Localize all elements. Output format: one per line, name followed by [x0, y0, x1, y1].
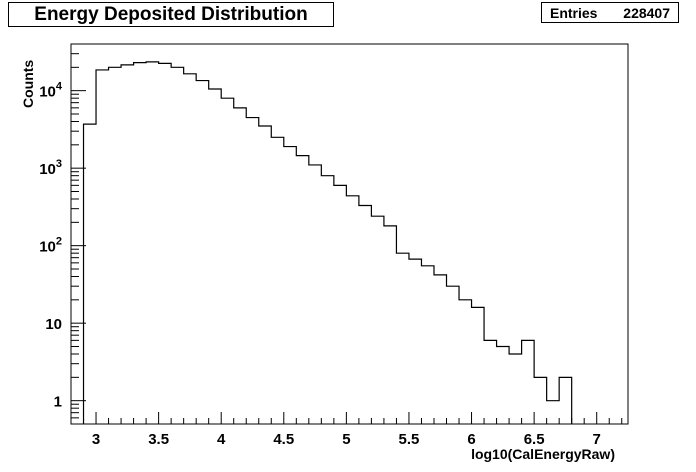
histogram-bin — [196, 81, 209, 424]
chart-title-text: Energy Deposited Distribution — [34, 3, 308, 25]
histogram-bin — [346, 196, 359, 424]
histogram-bin — [221, 98, 234, 424]
histogram-bin — [209, 89, 222, 424]
histogram-bin — [434, 275, 447, 424]
histogram-bin — [421, 266, 434, 424]
histogram-bin — [547, 401, 560, 424]
histogram-bin — [296, 156, 309, 424]
y-axis-label: Counts — [20, 59, 36, 108]
histogram-bin — [246, 118, 259, 424]
histogram-bin — [134, 63, 147, 424]
histogram-bin — [497, 346, 510, 424]
stats-value: 228407 — [623, 4, 670, 21]
histogram-bin — [159, 63, 172, 424]
stats-box: Entries 228407 — [541, 2, 679, 23]
x-tick-label: 4.5 — [273, 431, 294, 448]
histogram-bin — [534, 377, 547, 424]
x-tick-label: 7 — [593, 431, 601, 448]
histogram-bin — [121, 65, 134, 424]
y-tick-label: 103 — [39, 158, 62, 178]
histogram-bin — [84, 124, 97, 424]
histogram-bin — [234, 108, 247, 424]
histogram-bin — [359, 205, 372, 424]
histogram-bin — [284, 147, 297, 424]
histogram-bin — [309, 165, 322, 424]
histogram-bin — [409, 259, 422, 424]
stats-label: Entries — [550, 4, 598, 21]
histogram-bins — [82, 61, 573, 424]
x-axis-ticks: 3 3.5 4 4.5 5 5.5 6 6.5 7 — [70, 412, 623, 448]
y-tick-label: 1 — [54, 394, 62, 411]
histogram-bin — [459, 300, 472, 424]
x-tick-label: 4 — [217, 431, 226, 448]
y-tick-label: 104 — [39, 81, 63, 101]
chart-title: Energy Deposited Distribution — [8, 2, 334, 27]
histogram-bin — [396, 253, 409, 424]
histogram-bin — [109, 67, 122, 424]
y-tick-label: 102 — [39, 236, 62, 256]
histogram-bin — [384, 226, 397, 424]
histogram-bin — [509, 354, 522, 424]
y-axis-ticks: 1 10 102 103 104 — [39, 43, 86, 425]
x-tick-label: 3 — [92, 431, 100, 448]
histogram-bin — [484, 340, 497, 424]
x-axis-label: log10(CalEnergyRaw) — [471, 446, 615, 462]
histogram-bin — [371, 216, 384, 424]
histogram-bin — [146, 62, 159, 424]
plot-frame — [70, 43, 629, 425]
histogram-bin — [447, 286, 460, 424]
histogram-bin — [184, 74, 197, 424]
x-tick-label: 6 — [467, 431, 475, 448]
histogram-bin — [271, 137, 284, 424]
x-tick-label: 5.5 — [399, 431, 420, 448]
histogram-bin — [334, 185, 347, 424]
histogram-bin — [259, 126, 272, 424]
histogram-bin — [171, 67, 184, 424]
histogram-bin — [559, 377, 572, 424]
histogram-bin — [522, 340, 535, 424]
x-tick-label: 3.5 — [148, 431, 169, 448]
histogram-step-line — [82, 61, 573, 424]
y-tick-label: 10 — [45, 316, 62, 333]
histogram-bin — [96, 70, 109, 424]
histogram-bin — [472, 307, 485, 424]
histogram-bin — [321, 176, 334, 424]
x-tick-label: 5 — [342, 431, 350, 448]
x-tick-label: 6.5 — [524, 431, 545, 448]
